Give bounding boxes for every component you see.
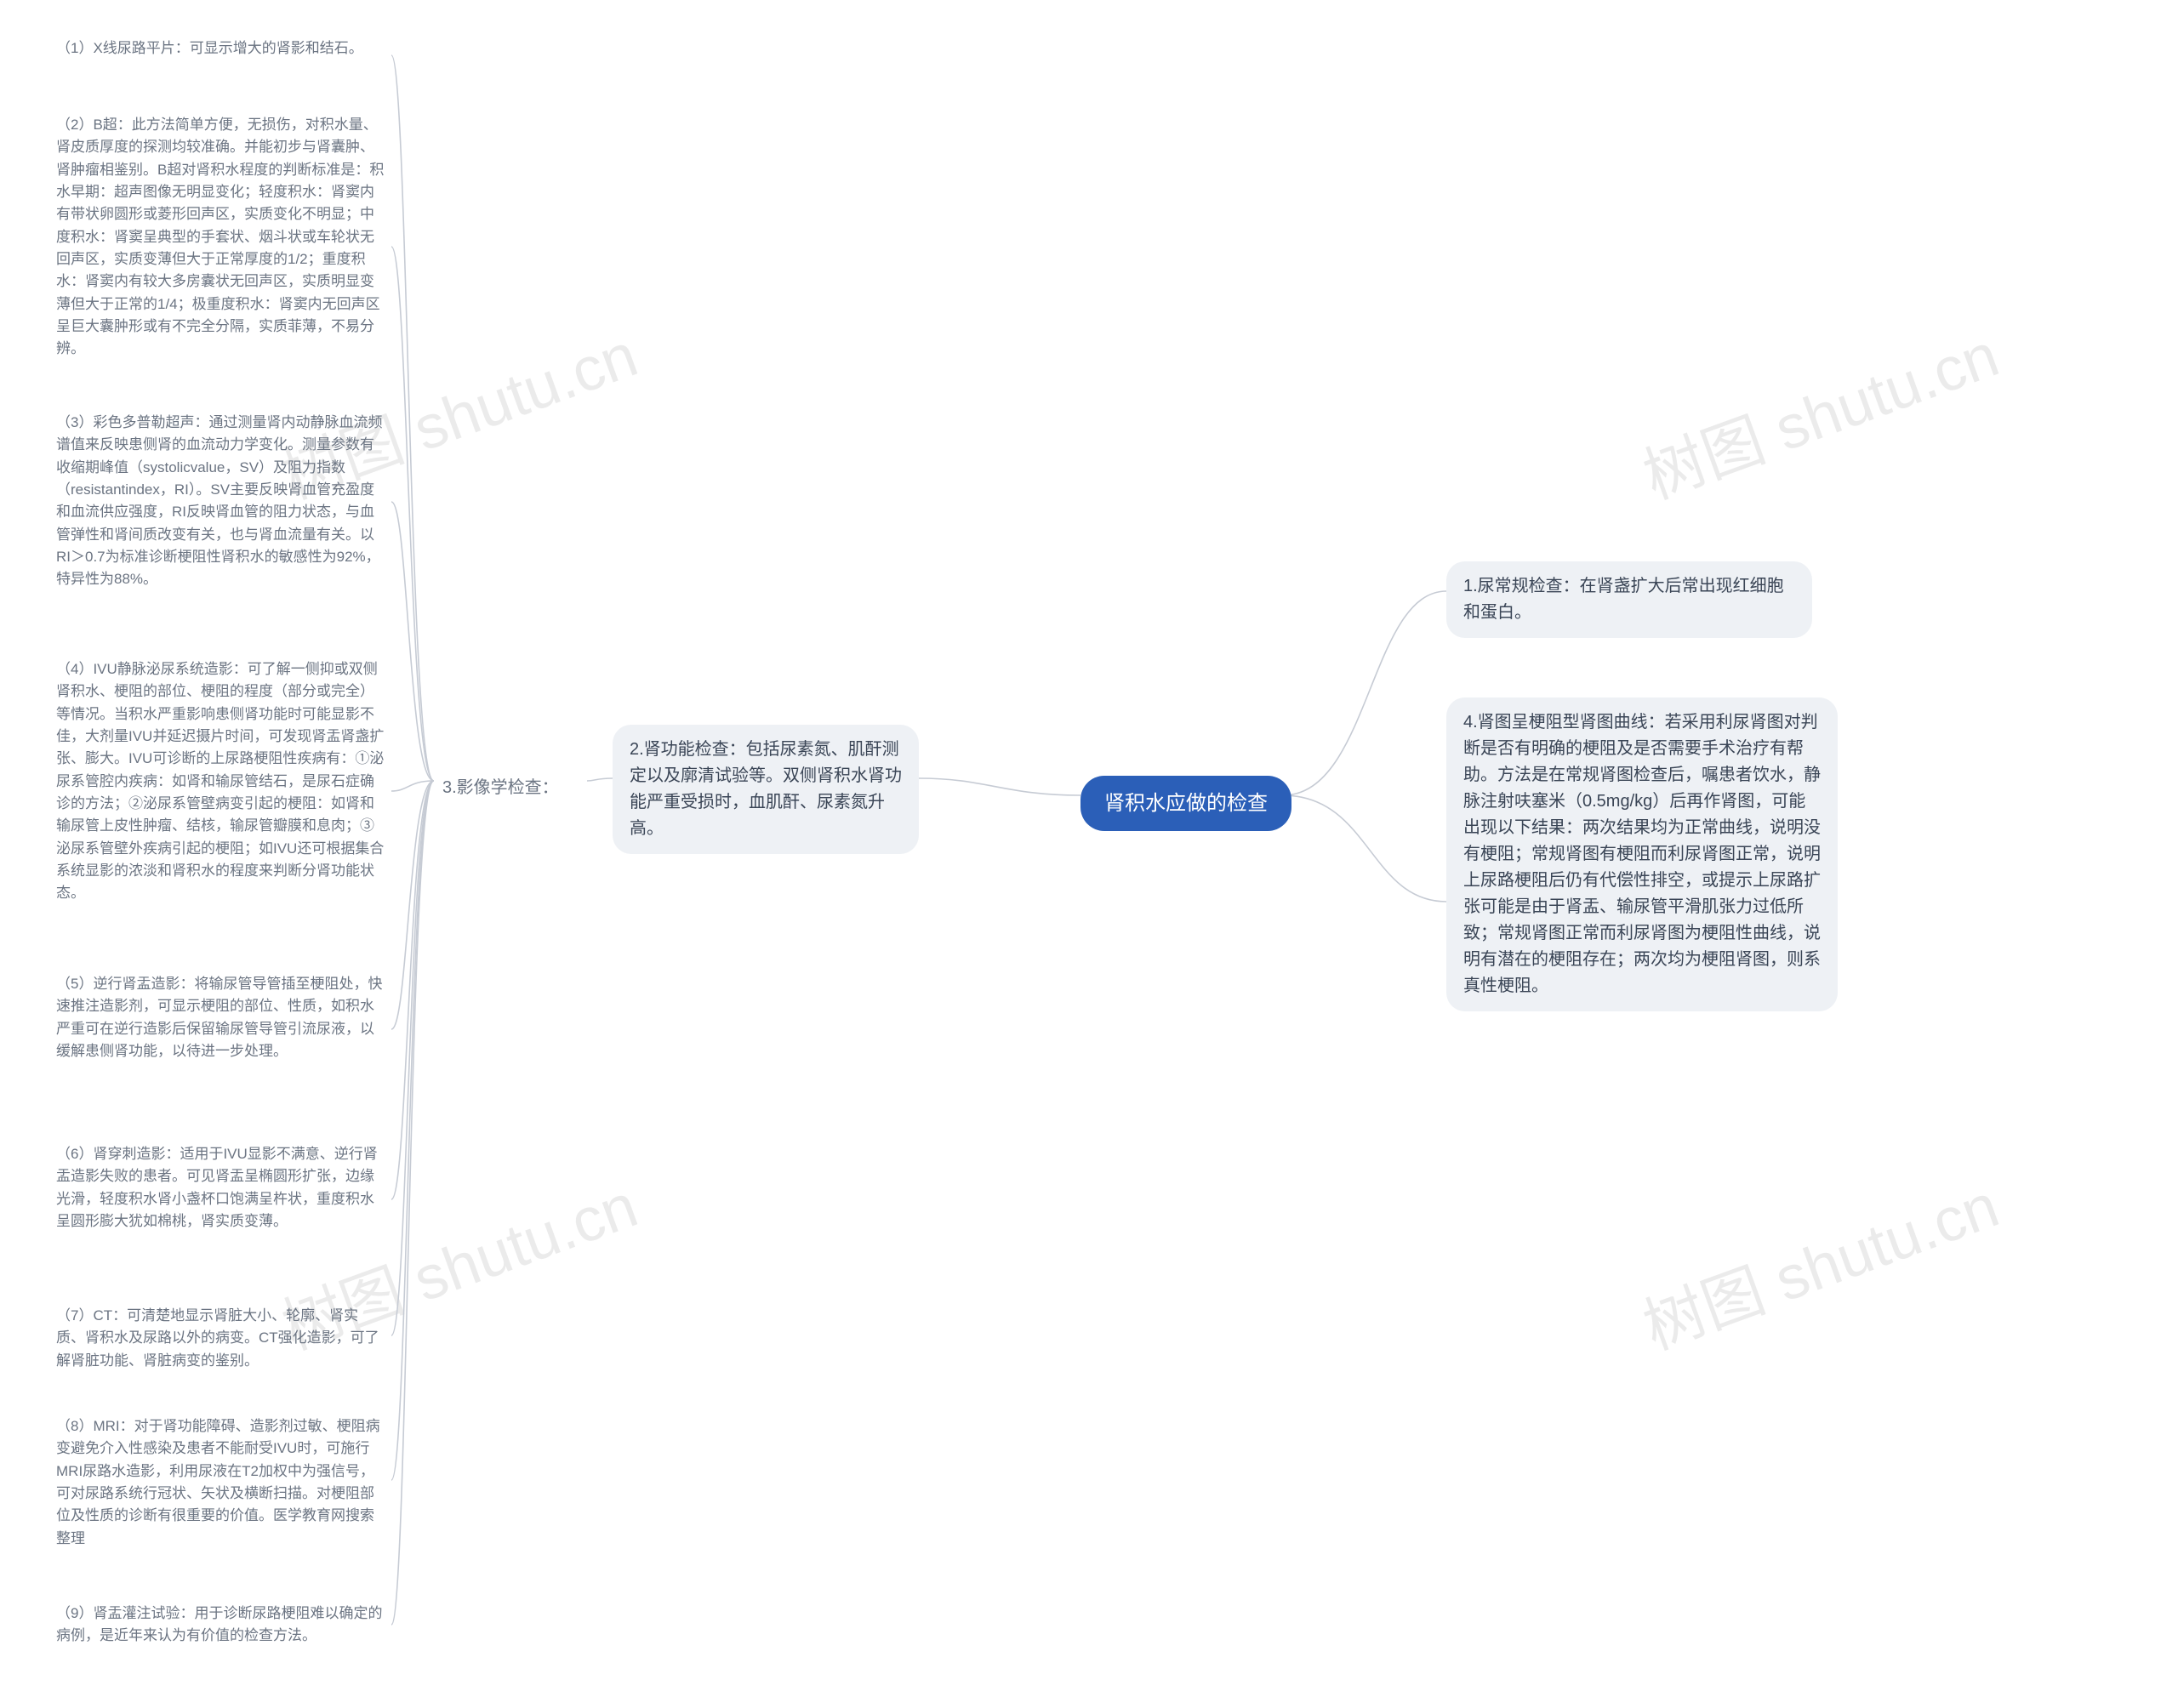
leaf-bscan[interactable]: （2）B超：此方法简单方便，无损伤，对积水量、肾皮质厚度的探测均较准确。并能初步… [51, 111, 391, 364]
edge [391, 781, 434, 1625]
node-label: 4.肾图呈梗阻型肾图曲线：若采用利尿肾图对判断是否有明确的梗阻及是否需要手术治疗… [1446, 697, 1838, 1011]
leaf-label: （3）彩色多普勒超声：通过测量肾内动静脉血流频谱值来反映患侧肾的血流动力学变化。… [51, 408, 391, 595]
leaf-doppler[interactable]: （3）彩色多普勒超声：通过测量肾内动静脉血流频谱值来反映患侧肾的血流动力学变化。… [51, 408, 391, 595]
leaf-puncture[interactable]: （6）肾穿刺造影：适用于IVU显影不满意、逆行肾盂造影失败的患者。可见肾盂呈椭圆… [51, 1140, 391, 1236]
leaf-ct[interactable]: （7）CT：可清楚地显示肾脏大小、轮廓、肾实质、肾积水及尿路以外的病变。CT强化… [51, 1301, 391, 1375]
watermark: 树图 shutu.cn [1629, 305, 2009, 516]
edge [1283, 795, 1446, 902]
node-renal-function[interactable]: 2.肾功能检查：包括尿素氮、肌酐测定以及廓清试验等。双侧肾积水肾功能严重受损时，… [613, 725, 919, 854]
edge [1283, 591, 1446, 795]
leaf-label: （8）MRI：对于肾功能障碍、造影剂过敏、梗阻病变避免介入性感染及患者不能耐受I… [51, 1412, 391, 1553]
node-label: 1.尿常规检查：在肾盏扩大后常出现红细胞和蛋白。 [1446, 561, 1812, 638]
leaf-ivu[interactable]: （4）IVU静脉泌尿系统造影：可了解一侧抑或双侧肾积水、梗阻的部位、梗阻的程度（… [51, 655, 391, 908]
edge [391, 502, 434, 781]
node-renogram[interactable]: 4.肾图呈梗阻型肾图曲线：若采用利尿肾图对判断是否有明确的梗阻及是否需要手术治疗… [1446, 697, 1838, 1011]
mindmap-root[interactable]: 肾积水应做的检查 [1080, 776, 1291, 831]
edge [391, 781, 434, 1029]
node-urine-routine[interactable]: 1.尿常规检查：在肾盏扩大后常出现红细胞和蛋白。 [1446, 561, 1812, 638]
leaf-label: （7）CT：可清楚地显示肾脏大小、轮廓、肾实质、肾积水及尿路以外的病变。CT强化… [51, 1301, 391, 1375]
edge [587, 778, 613, 781]
leaf-mri[interactable]: （8）MRI：对于肾功能障碍、造影剂过敏、梗阻病变避免介入性感染及患者不能耐受I… [51, 1412, 391, 1553]
leaf-label: （1）X线尿路平片：可显示增大的肾影和结石。 [51, 34, 391, 63]
watermark: 树图 shutu.cn [1629, 1156, 2009, 1367]
node-imaging[interactable]: 3.影像学检查： [434, 770, 587, 806]
edge [391, 781, 434, 791]
edge [391, 781, 434, 1199]
edge [391, 55, 434, 781]
leaf-label: （5）逆行肾盂造影：将输尿管导管插至梗阻处，快速推注造影剂，可显示梗阻的部位、性… [51, 970, 391, 1066]
node-label: 3.影像学检查： [434, 770, 587, 806]
leaf-xray[interactable]: （1）X线尿路平片：可显示增大的肾影和结石。 [51, 34, 391, 63]
leaf-label: （4）IVU静脉泌尿系统造影：可了解一侧抑或双侧肾积水、梗阻的部位、梗阻的程度（… [51, 655, 391, 908]
edge [919, 778, 1080, 795]
edge [391, 247, 434, 781]
leaf-label: （2）B超：此方法简单方便，无损伤，对积水量、肾皮质厚度的探测均较准确。并能初步… [51, 111, 391, 364]
leaf-retrograde[interactable]: （5）逆行肾盂造影：将输尿管导管插至梗阻处，快速推注造影剂，可显示梗阻的部位、性… [51, 970, 391, 1066]
leaf-label: （6）肾穿刺造影：适用于IVU显影不满意、逆行肾盂造影失败的患者。可见肾盂呈椭圆… [51, 1140, 391, 1236]
edge [391, 781, 434, 1480]
root-label: 肾积水应做的检查 [1080, 776, 1291, 831]
edge [391, 781, 434, 1335]
leaf-perfusion[interactable]: （9）肾盂灌注试验：用于诊断尿路梗阻难以确定的病例，是近年来认为有价值的检查方法… [51, 1599, 391, 1651]
leaf-label: （9）肾盂灌注试验：用于诊断尿路梗阻难以确定的病例，是近年来认为有价值的检查方法… [51, 1599, 391, 1651]
node-label: 2.肾功能检查：包括尿素氮、肌酐测定以及廓清试验等。双侧肾积水肾功能严重受损时，… [613, 725, 919, 854]
